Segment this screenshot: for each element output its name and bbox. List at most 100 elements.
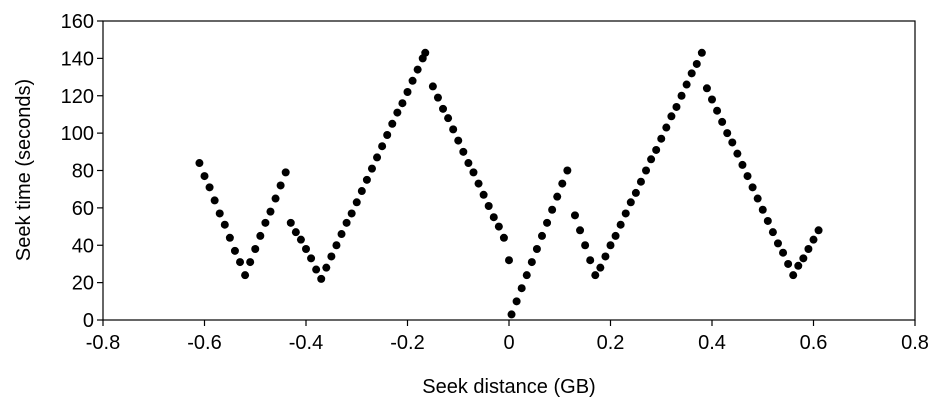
y-tick-label: 0 — [83, 310, 94, 332]
point — [378, 142, 387, 151]
point — [205, 183, 214, 192]
point — [220, 220, 229, 229]
point — [558, 179, 567, 188]
point — [281, 168, 290, 177]
point — [403, 88, 412, 97]
y-tick-label: 140 — [61, 48, 94, 70]
y-tick-label: 160 — [61, 11, 94, 33]
point — [601, 252, 610, 261]
point — [548, 205, 557, 214]
point — [687, 69, 696, 78]
point — [347, 209, 356, 218]
point — [814, 226, 823, 235]
x-tick-label: 0.2 — [597, 332, 625, 354]
point — [225, 233, 234, 242]
point — [697, 48, 706, 57]
point — [672, 102, 681, 111]
point — [246, 258, 255, 267]
point — [286, 218, 295, 227]
point — [439, 104, 448, 113]
point — [327, 252, 336, 261]
point — [373, 153, 382, 162]
point — [794, 261, 803, 270]
point — [553, 192, 562, 201]
point — [779, 248, 788, 257]
point — [512, 297, 521, 306]
point — [642, 166, 651, 175]
point — [631, 188, 640, 197]
point — [667, 112, 676, 121]
y-tick-label: 40 — [72, 235, 94, 257]
point — [626, 198, 635, 207]
x-tick-label: -0.6 — [187, 332, 221, 354]
point — [393, 108, 402, 117]
point — [662, 123, 671, 132]
point — [809, 235, 818, 244]
point — [444, 114, 453, 123]
point — [611, 231, 620, 240]
point — [692, 59, 701, 68]
point — [532, 244, 541, 253]
point — [799, 254, 808, 263]
point — [499, 233, 508, 242]
point — [743, 172, 752, 181]
point — [449, 125, 458, 134]
point — [517, 284, 526, 293]
y-tick-label: 60 — [72, 198, 94, 220]
point — [291, 228, 300, 237]
point — [459, 147, 468, 156]
point — [527, 258, 536, 267]
point — [421, 48, 430, 57]
x-tick-label: 0 — [503, 332, 514, 354]
point — [738, 160, 747, 169]
point — [537, 231, 546, 240]
point — [322, 263, 331, 272]
point — [271, 194, 280, 203]
point — [763, 216, 772, 225]
point — [591, 271, 600, 280]
y-axis-label: Seek time (seconds) — [13, 79, 35, 261]
point — [362, 175, 371, 184]
point — [723, 129, 732, 138]
point — [484, 202, 493, 211]
point — [733, 149, 742, 158]
point — [586, 256, 595, 265]
point — [522, 271, 531, 280]
x-tick-label: 0.6 — [800, 332, 828, 354]
point — [256, 231, 265, 240]
point — [388, 119, 397, 128]
point — [606, 241, 615, 250]
point — [210, 196, 219, 205]
point — [621, 209, 630, 218]
point — [302, 244, 310, 253]
point — [636, 177, 645, 186]
point — [682, 80, 691, 89]
point — [713, 106, 722, 115]
point — [454, 136, 463, 145]
point — [276, 181, 285, 190]
x-tick-label: -0.4 — [289, 332, 323, 354]
point — [708, 95, 716, 104]
point — [261, 218, 270, 227]
point — [718, 117, 727, 126]
point — [367, 164, 376, 173]
x-tick-label: -0.2 — [390, 332, 424, 354]
point — [652, 145, 661, 154]
point — [413, 65, 422, 74]
point — [428, 82, 437, 91]
point — [616, 220, 625, 229]
point — [768, 228, 777, 237]
y-tick-label: 80 — [72, 161, 94, 183]
point — [383, 130, 392, 139]
y-tick-label: 20 — [72, 273, 94, 295]
point — [748, 183, 757, 192]
point — [479, 190, 488, 199]
x-tick-label: -0.8 — [86, 332, 120, 354]
y-tick-label: 120 — [61, 86, 94, 108]
point — [784, 259, 793, 268]
point — [215, 209, 224, 218]
point — [596, 263, 605, 272]
point — [647, 155, 656, 164]
point — [464, 159, 473, 168]
